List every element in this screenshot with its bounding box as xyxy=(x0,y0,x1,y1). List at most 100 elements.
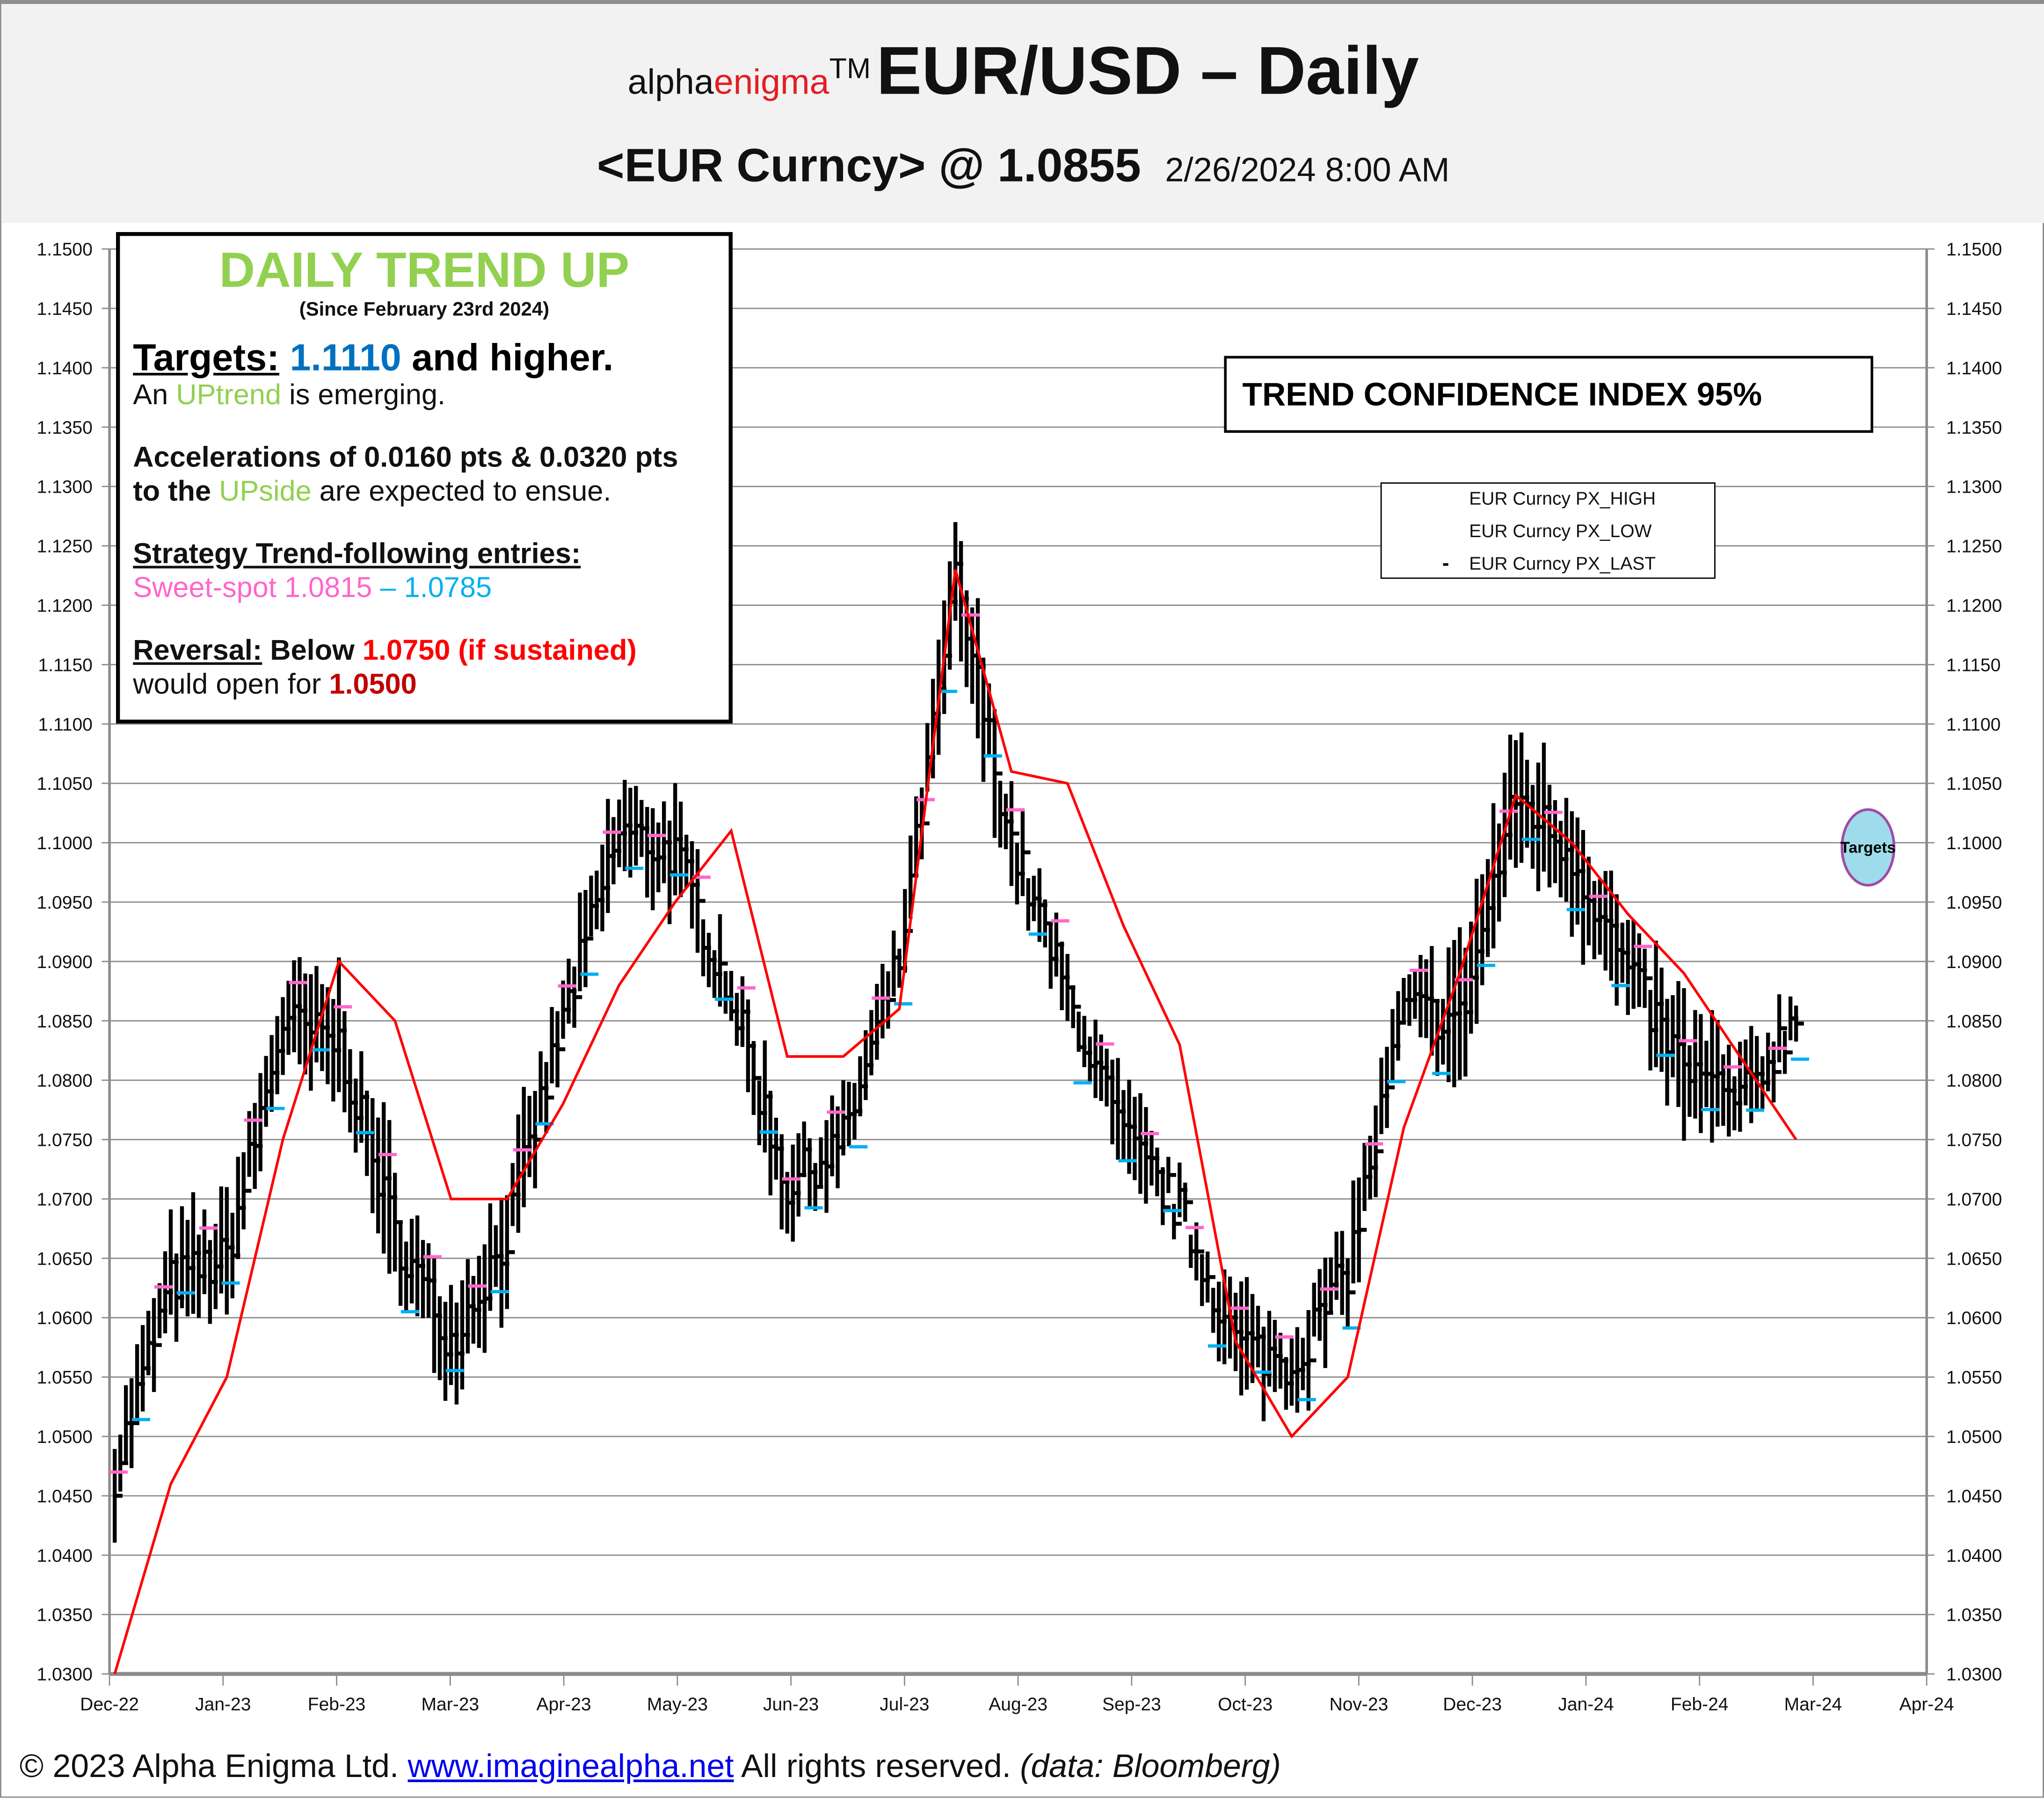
svg-text:Apr-24: Apr-24 xyxy=(1899,1695,1954,1715)
instrument-price: <EUR Curncy> @ 1.0855 xyxy=(597,138,1141,192)
svg-text:Nov-23: Nov-23 xyxy=(1330,1695,1389,1715)
svg-text:1.0600: 1.0600 xyxy=(37,1308,93,1328)
trend-since: (Since February 23rd 2024) xyxy=(299,299,550,321)
svg-text:1.0700: 1.0700 xyxy=(1946,1189,2002,1209)
svg-text:1.0600: 1.0600 xyxy=(1946,1308,2002,1328)
svg-text:1.1450: 1.1450 xyxy=(1946,299,2002,319)
svg-text:1.1300: 1.1300 xyxy=(1946,477,2002,497)
targets-bubble: Targets xyxy=(1840,808,1896,887)
header: alphaenigmaTM EUR/USD – Daily <EUR Curnc… xyxy=(1,1,2044,223)
svg-text:1.1200: 1.1200 xyxy=(37,596,93,616)
svg-text:1.0500: 1.0500 xyxy=(1946,1427,2002,1447)
svg-text:1.1350: 1.1350 xyxy=(37,418,93,438)
trend-heading: DAILY TREND UP xyxy=(219,244,630,299)
uptrend-line: An UPtrend is emerging. xyxy=(133,378,446,411)
svg-text:1.0550: 1.0550 xyxy=(37,1368,93,1388)
y-axis-right-labels: 1.0300 1.0350 1.0400 1.0450 1.0500 1.0550 1.06… xyxy=(1946,240,2002,1684)
svg-text:1.0650: 1.0650 xyxy=(37,1249,93,1269)
svg-text:1.0950: 1.0950 xyxy=(1946,893,2002,913)
svg-text:1.1250: 1.1250 xyxy=(1946,537,2002,557)
svg-text:1.0400: 1.0400 xyxy=(37,1546,93,1566)
svg-text:1.1100: 1.1100 xyxy=(1946,714,2000,735)
reversal-line-1: Reversal: Below 1.0750 (if sustained) xyxy=(133,634,637,666)
brand-logo: alphaenigmaTM xyxy=(627,52,871,102)
svg-text:1.1400: 1.1400 xyxy=(37,358,93,379)
svg-text:Aug-23: Aug-23 xyxy=(989,1695,1047,1715)
svg-text:1.1300: 1.1300 xyxy=(37,477,93,497)
trademark: TM xyxy=(829,52,871,85)
svg-text:1.1500: 1.1500 xyxy=(37,240,93,260)
svg-text:1.1250: 1.1250 xyxy=(37,537,93,557)
svg-text:1.0550: 1.0550 xyxy=(1946,1368,2002,1388)
svg-text:Jul-23: Jul-23 xyxy=(880,1695,929,1715)
title-row: alphaenigmaTM EUR/USD – Daily xyxy=(1,33,2044,111)
svg-text:Jun-23: Jun-23 xyxy=(763,1695,819,1715)
website-link[interactable]: www.imaginealpha.net xyxy=(407,1748,734,1785)
svg-text:1.0450: 1.0450 xyxy=(1946,1486,2002,1507)
svg-text:1.0800: 1.0800 xyxy=(1946,1071,2002,1091)
svg-text:1.0900: 1.0900 xyxy=(1946,952,2002,972)
svg-text:Oct-23: Oct-23 xyxy=(1218,1695,1273,1715)
acceleration-line-1: Accelerations of 0.0160 pts & 0.0320 pts xyxy=(133,440,678,473)
svg-text:1.0450: 1.0450 xyxy=(37,1486,93,1507)
svg-text:1.1400: 1.1400 xyxy=(1946,358,2002,379)
svg-text:Dec-23: Dec-23 xyxy=(1443,1695,1502,1715)
svg-text:Mar-24: Mar-24 xyxy=(1784,1695,1842,1715)
svg-text:May-23: May-23 xyxy=(647,1695,708,1715)
trend-info-box: DAILY TREND UP (Since February 23rd 2024… xyxy=(116,232,733,724)
x-axis-labels: Dec-22 Jan-23 Feb-23 Mar-23 Apr-23 May-23 Jun-… xyxy=(80,1695,1954,1715)
svg-text:1.0950: 1.0950 xyxy=(37,893,93,913)
svg-text:1.1150: 1.1150 xyxy=(1946,655,2000,675)
svg-text:1.0700: 1.0700 xyxy=(37,1189,93,1209)
svg-text:1.1000: 1.1000 xyxy=(1946,833,2002,853)
brand-prefix: alpha xyxy=(627,62,714,102)
trailing-stop-line xyxy=(113,569,1797,1675)
svg-text:1.0800: 1.0800 xyxy=(37,1071,93,1091)
chart-title: EUR/USD – Daily xyxy=(876,34,1419,110)
svg-text:1.1100: 1.1100 xyxy=(38,714,92,735)
footer: © 2023 Alpha Enigma Ltd. www.imaginealph… xyxy=(20,1748,1281,1786)
trend-confidence-index: TREND CONFIDENCE INDEX 95% xyxy=(1224,356,1873,433)
svg-text:1.0900: 1.0900 xyxy=(37,952,93,972)
subtitle-row: <EUR Curncy> @ 1.0855 2/26/2024 8:00 AM xyxy=(1,138,2044,193)
sweet-spot-marks xyxy=(109,613,1809,1474)
svg-text:1.0350: 1.0350 xyxy=(1946,1605,2002,1625)
svg-text:1.0750: 1.0750 xyxy=(37,1130,93,1151)
svg-text:1.0850: 1.0850 xyxy=(37,1012,93,1032)
rights-text: All rights reserved. xyxy=(734,1748,1020,1785)
svg-text:1.0650: 1.0650 xyxy=(1946,1249,2002,1269)
svg-text:Mar-23: Mar-23 xyxy=(422,1695,480,1715)
svg-text:1.0750: 1.0750 xyxy=(1946,1130,2002,1151)
sweet-spot-line: Sweet-spot 1.0815 – 1.0785 xyxy=(133,571,492,604)
svg-text:1.1050: 1.1050 xyxy=(1946,774,2002,794)
svg-text:1.1500: 1.1500 xyxy=(1946,240,2002,260)
brand-suffix: enigma xyxy=(713,62,829,102)
svg-text:1.0400: 1.0400 xyxy=(1946,1546,2002,1566)
svg-text:1.1200: 1.1200 xyxy=(1946,596,2002,616)
targets-line: Targets: 1.1110 and higher. xyxy=(133,337,614,379)
timestamp: 2/26/2024 8:00 AM xyxy=(1165,150,1450,189)
svg-text:1.0500: 1.0500 xyxy=(37,1427,93,1447)
svg-text:1.0300: 1.0300 xyxy=(37,1665,93,1685)
svg-text:1.1450: 1.1450 xyxy=(37,299,93,319)
svg-text:Feb-24: Feb-24 xyxy=(1671,1695,1729,1715)
svg-text:1.0350: 1.0350 xyxy=(37,1605,93,1625)
svg-text:1.1350: 1.1350 xyxy=(1946,418,2002,438)
y-axis-left-labels: 1.0300 1.0350 1.0400 1.0450 1.0500 1.0550 1.06… xyxy=(37,240,93,1684)
svg-text:1.1000: 1.1000 xyxy=(37,833,93,853)
chart-legend: EUR Curncy PX_HIGH EUR Curncy PX_LOW EUR… xyxy=(1380,482,1716,579)
strategy-label: Strategy Trend-following entries: xyxy=(133,537,581,570)
svg-text:1.1050: 1.1050 xyxy=(37,774,93,794)
ohlc-bars xyxy=(113,522,1804,1543)
data-source: (data: Bloomberg) xyxy=(1020,1748,1281,1785)
last-marker-icon xyxy=(1443,563,1448,566)
svg-text:1.0300: 1.0300 xyxy=(1946,1665,2002,1685)
svg-text:Jan-23: Jan-23 xyxy=(195,1695,251,1715)
svg-text:1.1150: 1.1150 xyxy=(38,655,92,675)
svg-text:Apr-23: Apr-23 xyxy=(537,1695,591,1715)
svg-text:1.0850: 1.0850 xyxy=(1946,1012,2002,1032)
svg-text:Sep-23: Sep-23 xyxy=(1102,1695,1161,1715)
svg-text:Feb-23: Feb-23 xyxy=(308,1695,366,1715)
